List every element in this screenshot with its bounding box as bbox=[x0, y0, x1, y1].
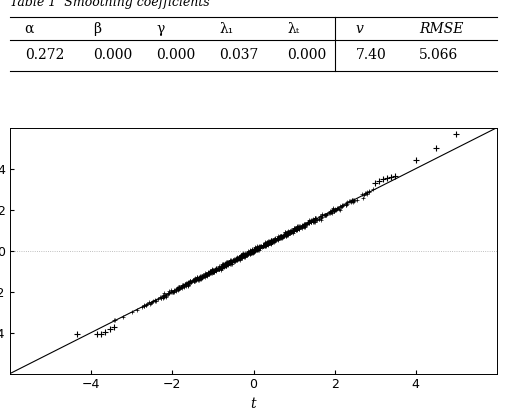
Text: 0.000: 0.000 bbox=[93, 49, 132, 63]
Text: 0.000: 0.000 bbox=[156, 49, 195, 63]
Text: 7.40: 7.40 bbox=[356, 49, 386, 63]
Text: β: β bbox=[93, 22, 101, 36]
Text: 0.000: 0.000 bbox=[287, 49, 327, 63]
Text: v: v bbox=[356, 22, 364, 36]
Text: 5.066: 5.066 bbox=[419, 49, 458, 63]
Text: λ₁: λ₁ bbox=[220, 22, 234, 36]
Text: λₜ: λₜ bbox=[287, 22, 300, 36]
X-axis label: t: t bbox=[250, 397, 257, 411]
Text: γ: γ bbox=[156, 22, 164, 36]
Text: Table 1  Smoothing coefficients: Table 1 Smoothing coefficients bbox=[10, 0, 210, 10]
Text: 0.037: 0.037 bbox=[220, 49, 259, 63]
Text: RMSE: RMSE bbox=[419, 22, 463, 36]
Text: α: α bbox=[25, 22, 34, 36]
Text: 0.272: 0.272 bbox=[25, 49, 64, 63]
